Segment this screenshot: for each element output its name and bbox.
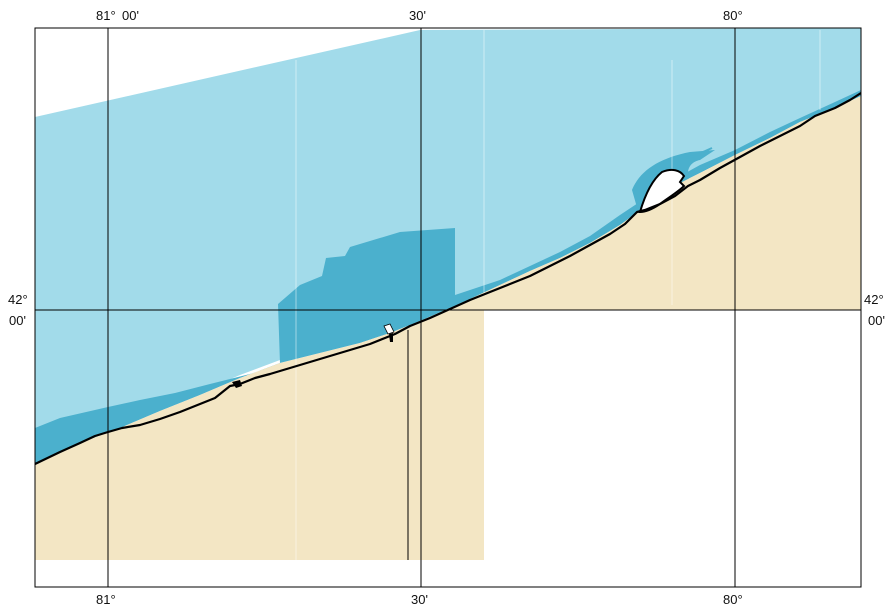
left-label-42-deg: 42°	[8, 292, 28, 307]
map-frame	[34, 27, 862, 588]
left-label-42-min: 00'	[9, 313, 26, 328]
top-label-30-min: 30'	[409, 8, 426, 23]
top-label-81-min: 00'	[122, 8, 139, 23]
bottom-label-80-deg: 80°	[723, 592, 743, 607]
shoal-mark	[685, 155, 695, 159]
shoal-mark	[702, 147, 713, 153]
top-label-81-deg: 81°	[96, 8, 116, 23]
lake-water-deep-band	[35, 90, 861, 465]
coastline	[34, 92, 862, 465]
bottom-label-81-deg: 81°	[96, 592, 116, 607]
harbor-feature	[232, 380, 242, 388]
right-label-42-min: 00'	[868, 313, 885, 328]
no-coverage-area	[484, 310, 861, 587]
harbor-feature	[383, 323, 395, 335]
bottom-label-30-min: 30'	[411, 592, 428, 607]
harbor-feature	[389, 333, 393, 342]
right-label-42-deg: 42°	[864, 292, 884, 307]
top-label-80-deg: 80°	[723, 8, 743, 23]
land-area	[35, 294, 484, 560]
